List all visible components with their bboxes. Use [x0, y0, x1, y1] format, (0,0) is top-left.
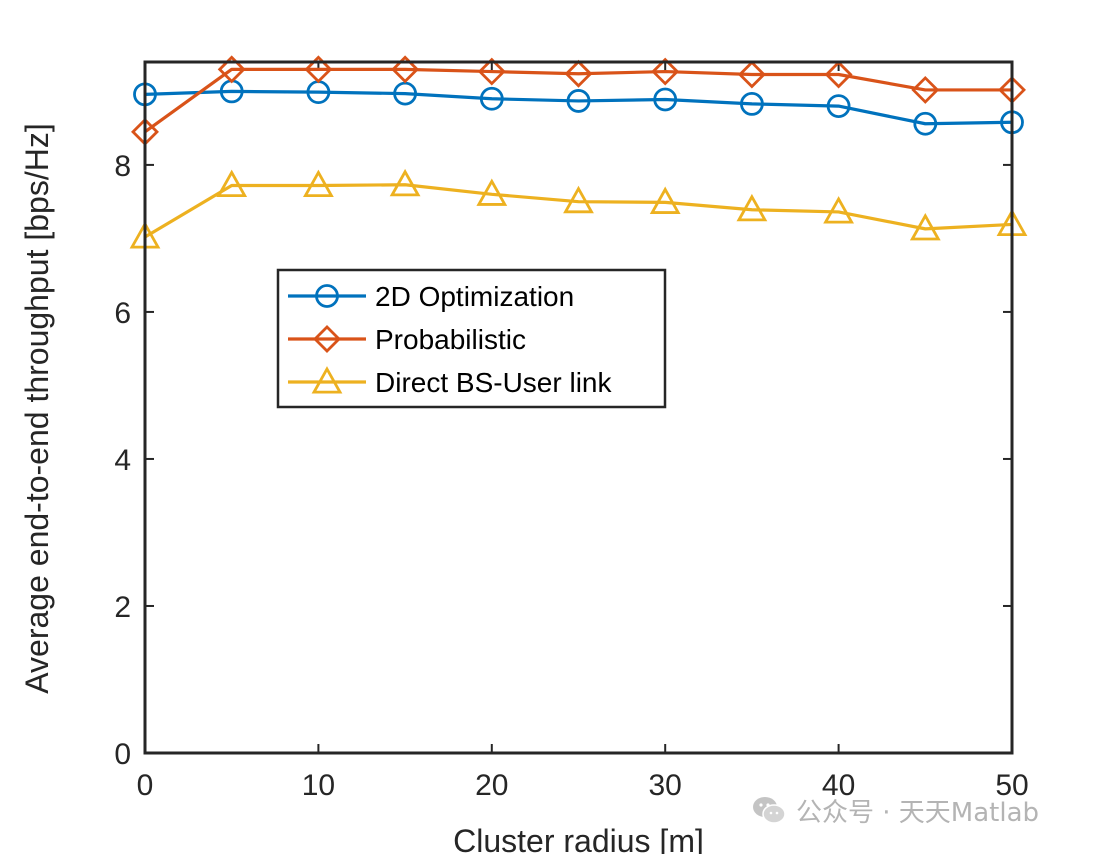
data-point — [391, 55, 420, 84]
legend-label: Probabilistic — [375, 324, 526, 355]
series-diamond — [131, 55, 1026, 146]
data-point — [477, 57, 506, 86]
data-point — [913, 111, 938, 136]
data-point — [909, 213, 941, 241]
x-tick-label: 0 — [137, 769, 154, 802]
data-point — [476, 178, 508, 206]
data-point — [651, 57, 680, 86]
x-tick-label: 50 — [995, 769, 1028, 802]
series-line — [144, 67, 1012, 134]
data-point — [216, 169, 248, 198]
data-point — [389, 168, 421, 197]
series-circle — [133, 79, 1024, 136]
data-point — [653, 87, 678, 112]
series-triangle — [129, 168, 1028, 249]
x-tick-label: 40 — [822, 769, 855, 802]
data-point — [737, 60, 766, 89]
legend-item: 2D Optimization — [288, 281, 574, 312]
data-point — [740, 92, 764, 116]
legend-marker — [311, 366, 343, 394]
y-tick-label: 4 — [114, 444, 131, 477]
data-point — [479, 86, 504, 111]
data-point — [563, 185, 594, 214]
series-line — [144, 89, 1013, 126]
legend-marker — [313, 325, 341, 353]
data-point — [303, 169, 334, 198]
wechat-icon — [752, 795, 786, 825]
data-point — [304, 55, 333, 84]
series-line — [144, 183, 1013, 239]
series-layer — [129, 55, 1028, 249]
data-point — [736, 193, 768, 222]
data-point — [564, 59, 593, 88]
x-tick-label: 10 — [302, 769, 335, 802]
data-point — [824, 60, 853, 89]
data-point — [826, 94, 851, 119]
x-tick-label: 30 — [649, 769, 682, 802]
y-tick-label: 8 — [114, 150, 131, 183]
data-point — [566, 89, 591, 113]
legend-label: 2D Optimization — [375, 281, 574, 312]
y-axis-label: Average end-to-end throughput [bps/Hz] — [19, 123, 55, 693]
y-tick-label: 6 — [114, 297, 131, 330]
data-point — [217, 55, 246, 84]
legend: 2D Optimization Probabilistic Direct BS-Us… — [276, 268, 667, 409]
axes-box — [143, 60, 1014, 755]
legend-item: Probabilistic — [288, 324, 526, 355]
watermark: 公众号 · 天天Matlab — [752, 790, 1039, 830]
y-tick-label: 2 — [114, 591, 131, 624]
legend-item: Direct BS-User link — [288, 366, 612, 398]
x-axis-label: Cluster radius [m] — [453, 823, 704, 854]
data-point — [911, 75, 940, 104]
watermark-text: 公众号 · 天天Matlab — [796, 797, 1040, 828]
legend-marker — [315, 284, 339, 308]
x-tick-label: 20 — [475, 769, 508, 802]
data-point — [823, 196, 854, 224]
tick-labels: 0 10 20 30 40 50 0 2 4 6 8 — [114, 150, 1028, 802]
data-point — [649, 186, 681, 214]
legend-label: Direct BS-User link — [375, 367, 612, 398]
y-tick-label: 0 — [114, 738, 131, 771]
